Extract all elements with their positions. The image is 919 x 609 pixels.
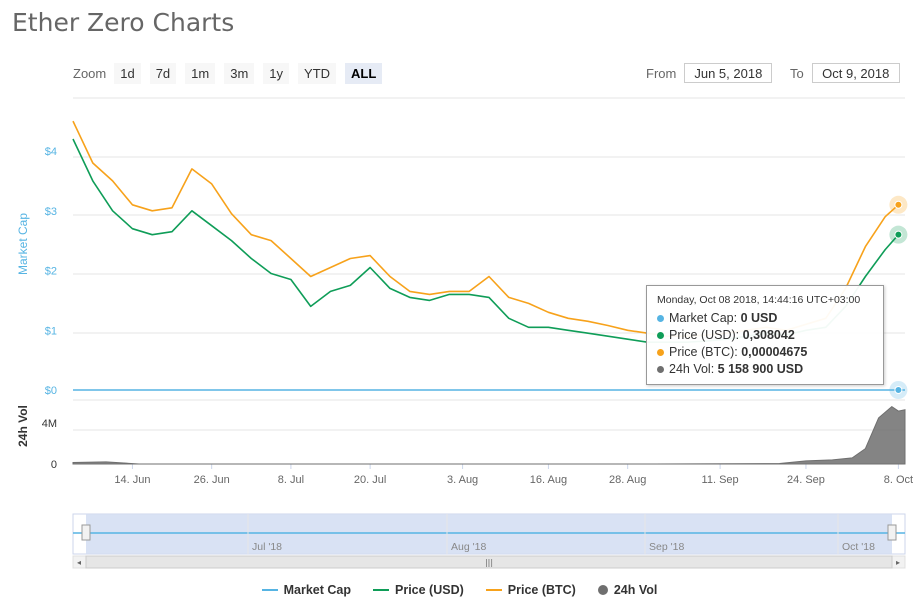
- range-to: To: [790, 63, 900, 83]
- navigator-right-handle[interactable]: [887, 524, 897, 541]
- zoom-3m-button[interactable]: 3m: [224, 63, 255, 84]
- hover-point: [894, 230, 903, 239]
- x-tick-label: 8. Jul: [278, 474, 304, 486]
- y-tick-label: $4: [45, 146, 57, 158]
- tooltip-row-volume: 24h Vol: 5 158 900 USD: [657, 361, 873, 378]
- scroll-right-arrow[interactable]: ▸: [896, 558, 900, 567]
- page-title: Ether Zero Charts: [12, 8, 235, 37]
- price-usd-dot-icon: [657, 332, 664, 340]
- volume-tick-label: 0: [51, 459, 57, 471]
- x-tick-label: 20. Jul: [354, 474, 386, 486]
- x-tick-label: 3. Aug: [447, 474, 478, 486]
- tooltip-row-price-usd: Price (USD): 0,308042: [657, 327, 873, 344]
- hover-markers: [889, 195, 908, 399]
- zoom-all-button[interactable]: ALL: [345, 63, 383, 84]
- navigator-label: Sep '18: [649, 541, 684, 553]
- to-label: To: [790, 65, 804, 81]
- from-label: From: [646, 65, 677, 81]
- scrollbar-thumb[interactable]: [85, 555, 893, 569]
- tooltip-row-market-cap: Market Cap: 0 USD: [657, 310, 873, 327]
- chart-legend: Market Cap Price (USD) Price (BTC) 24h V…: [0, 583, 919, 597]
- zoom-bar: Zoom 1d 7d 1m 3m 1y YTD ALL: [73, 63, 391, 84]
- x-axis-ticks: 14. Jun 26. Jun 8. Jul 20. Jul 3. Aug 16. Aug…: [114, 464, 913, 486]
- legend-item-price-btc[interactable]: Price (BTC): [485, 583, 576, 597]
- x-tick-label: 14. Jun: [114, 474, 150, 486]
- y-axis-title-market-cap: Market Cap: [16, 213, 30, 275]
- scrollbar-grip: |||: [485, 558, 493, 567]
- volume-area: [72, 405, 906, 465]
- market-cap-dot-icon: [657, 315, 664, 323]
- price-btc-dot-icon: [657, 349, 664, 357]
- legend-item-volume[interactable]: 24h Vol: [597, 583, 657, 597]
- y-tick-label: $0: [45, 385, 57, 397]
- zoom-1d-button[interactable]: 1d: [114, 63, 141, 84]
- x-tick-label: 8. Oct: [884, 474, 913, 486]
- volume-dot-icon: [657, 366, 664, 374]
- x-tick-label: 11. Sep: [702, 474, 739, 486]
- navigator-label: Oct '18: [842, 541, 875, 553]
- zoom-7d-button[interactable]: 7d: [149, 63, 177, 84]
- volume-axis-ticks: 0 4M: [42, 418, 57, 471]
- navigator[interactable]: Jul '18 Aug '18 Sep '18 Oct '18 ||| ◂ ▸: [72, 513, 906, 569]
- zoom-1m-button[interactable]: 1m: [185, 63, 216, 84]
- x-tick-label: 26. Jun: [194, 474, 230, 486]
- y-axis-title-volume: 24h Vol: [16, 405, 30, 447]
- chart-tooltip: Monday, Oct 08 2018, 14:44:16 UTC+03:00 …: [646, 285, 884, 385]
- navigator-selection[interactable]: [86, 514, 892, 554]
- legend-line-icon: [485, 589, 502, 591]
- legend-dot-icon: [597, 585, 608, 595]
- volume-tick-label: 4M: [42, 418, 57, 430]
- y-tick-label: $1: [45, 325, 57, 337]
- range-from: From: [646, 63, 773, 83]
- x-tick-label: 16. Aug: [530, 474, 567, 486]
- legend-item-price-usd[interactable]: Price (USD): [373, 583, 464, 597]
- legend-item-market-cap[interactable]: Market Cap: [261, 583, 351, 597]
- navigator-label: Aug '18: [451, 541, 486, 553]
- volume-series-area: [72, 405, 906, 465]
- grid-lines: [73, 97, 905, 465]
- zoom-ytd-button[interactable]: YTD: [298, 63, 337, 84]
- tooltip-header: Monday, Oct 08 2018, 14:44:16 UTC+03:00: [657, 294, 861, 306]
- from-date-input[interactable]: [684, 63, 773, 83]
- x-tick-label: 24. Sep: [787, 474, 825, 486]
- scroll-left-arrow[interactable]: ◂: [77, 558, 81, 567]
- legend-line-icon: [261, 589, 278, 591]
- y-tick-label: $2: [45, 266, 57, 278]
- tooltip-row-price-btc: Price (BTC): 0,00004675: [657, 344, 873, 361]
- zoom-label: Zoom: [73, 66, 107, 81]
- x-tick-label: 28. Aug: [609, 474, 646, 486]
- y-tick-label: $3: [45, 206, 57, 218]
- navigator-left-handle[interactable]: [81, 524, 91, 541]
- to-date-input[interactable]: [811, 63, 900, 83]
- hover-point: [894, 200, 903, 209]
- legend-line-icon: [373, 589, 389, 591]
- navigator-label: Jul '18: [252, 541, 282, 553]
- zoom-1y-button[interactable]: 1y: [263, 63, 290, 84]
- hover-point: [894, 386, 903, 394]
- navigator-labels: Jul '18 Aug '18 Sep '18 Oct '18: [247, 514, 875, 554]
- y-axis-ticks: $0 $1 $2 $3 $4: [45, 146, 57, 397]
